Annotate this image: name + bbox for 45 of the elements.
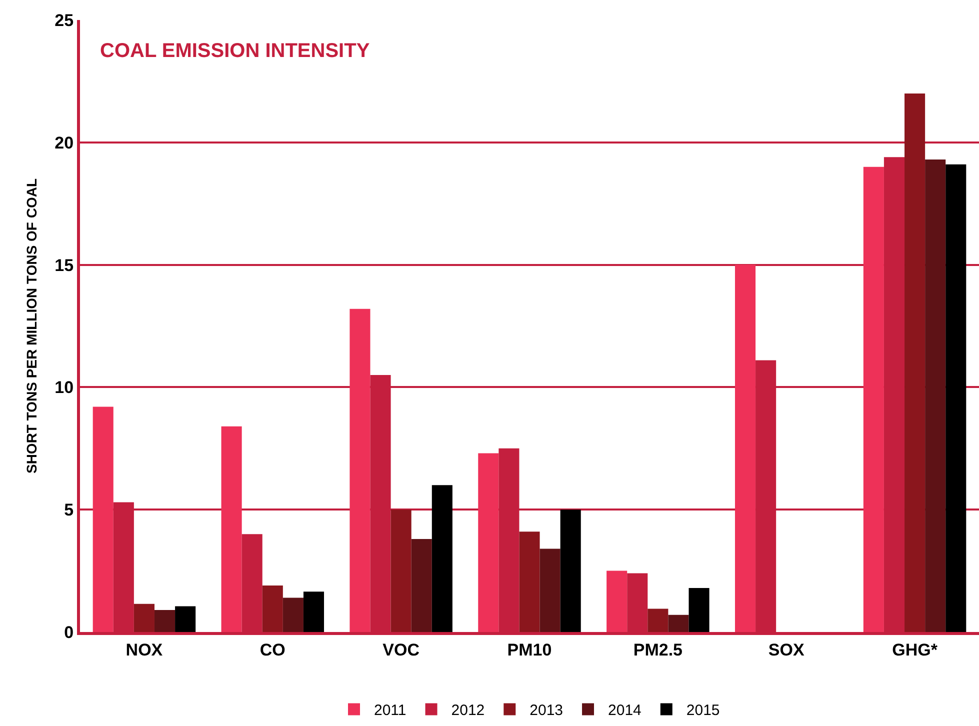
- y-tick-label: 25: [54, 10, 74, 30]
- bar: [606, 570, 628, 632]
- x-tick-label: VOC: [382, 640, 420, 660]
- legend-label: 2014: [608, 702, 642, 720]
- x-tick-label: NOX: [126, 640, 164, 660]
- bar: [668, 614, 689, 632]
- x-tick-label: SOX: [768, 640, 805, 660]
- x-tick-label: PM2.5: [633, 640, 682, 660]
- x-tick-label: CO: [260, 640, 286, 660]
- bar: [262, 585, 283, 632]
- legend-label: 2013: [530, 702, 564, 720]
- legend-label: 2011: [374, 702, 406, 720]
- bar: [540, 548, 560, 632]
- y-tick-label: 15: [54, 256, 74, 275]
- bar: [560, 510, 581, 632]
- bar: [303, 592, 324, 632]
- y-axis-title: SHORT TONS PER MILLION TONS OF COAL: [23, 178, 40, 474]
- bar: [925, 160, 946, 632]
- bar: [221, 426, 242, 632]
- bar: [688, 588, 710, 632]
- bar: [154, 610, 176, 632]
- y-tick-label: 10: [54, 378, 74, 398]
- bar: [863, 166, 884, 632]
- bar: [390, 510, 412, 632]
- bar: [175, 606, 196, 632]
- bar: [350, 308, 370, 632]
- bar: [432, 485, 452, 632]
- text: COAL EMISSION INTENSITY: [100, 40, 370, 62]
- bar: [134, 604, 154, 632]
- y-tick-label: 20: [54, 133, 74, 152]
- y-tick-label: 5: [64, 500, 74, 520]
- legend-label: 2015: [686, 702, 720, 720]
- bar: [904, 93, 926, 632]
- bar: [734, 264, 756, 632]
- bar: [411, 538, 432, 632]
- x-tick-label: PM10: [507, 640, 552, 660]
- legend-label: 2012: [451, 702, 485, 720]
- bar: [92, 406, 114, 632]
- bar: [478, 453, 499, 632]
- bar: [282, 598, 304, 632]
- bar: [648, 608, 668, 632]
- x-tick-label: GHG*: [892, 640, 938, 660]
- bar: [519, 532, 540, 632]
- bar: [946, 164, 966, 632]
- y-tick-label: 0: [64, 622, 74, 642]
